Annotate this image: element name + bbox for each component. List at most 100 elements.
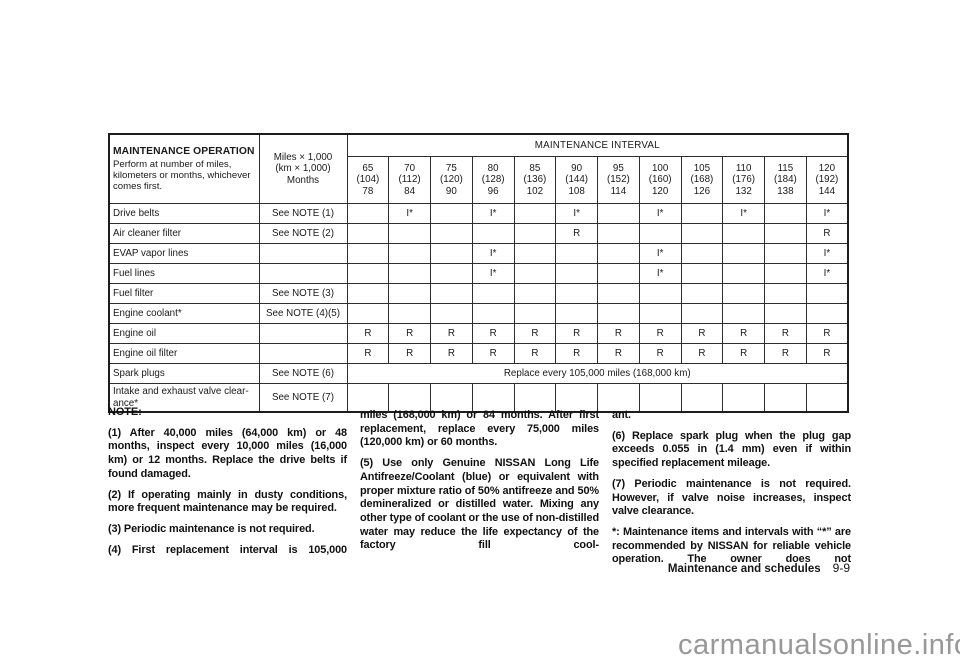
interval-cell	[555, 243, 598, 264]
interval-cell: R	[555, 343, 598, 364]
interval-cell	[346, 263, 390, 284]
note-paragraph: (1) After 40,000 miles (64,000 km) or 48…	[108, 426, 347, 480]
interval-cell: R	[764, 343, 807, 364]
units-line-km: (km × 1,000)	[275, 163, 331, 175]
interval-cell	[722, 223, 765, 244]
interval-cell: R	[430, 323, 473, 344]
see-note-cell: See NOTE (4)(5)	[258, 303, 348, 324]
interval-cell: R	[680, 323, 724, 344]
note-paragraph: (6) Replace spark plug when the plug gap…	[612, 429, 851, 470]
interval-cell: R	[471, 343, 515, 364]
see-note-cell: See NOTE (2)	[258, 223, 348, 244]
table-row: Engine oil R R R R R R R R R R R R	[108, 323, 849, 344]
interval-cell	[388, 383, 431, 413]
interval-column-header: 70 (112) 84	[388, 156, 431, 204]
interval-cell	[638, 303, 682, 324]
interval-cell: I*	[471, 243, 515, 264]
operation-cell: Fuel lines	[108, 263, 260, 284]
interval-cell: I*	[471, 263, 515, 284]
interval-cell	[471, 303, 515, 324]
interval-cell	[597, 303, 640, 324]
table-row: EVAP vapor lines I* I* I*	[108, 243, 849, 264]
interval-cell	[346, 243, 390, 264]
interval-cell: R	[597, 343, 640, 364]
interval-cell	[597, 283, 640, 304]
table-header-row-1: MAINTENANCE OPERATION Perform at number …	[108, 133, 849, 204]
operation-header-cell: MAINTENANCE OPERATION Perform at number …	[108, 133, 260, 204]
watermark: carmanualsonline.info	[678, 629, 960, 661]
see-note-cell	[258, 243, 348, 264]
interval-cell	[513, 203, 557, 224]
interval-cell: R	[597, 323, 640, 344]
units-line-miles: Miles × 1,000	[273, 151, 333, 163]
notes-column-2: miles (168,000 km) or 84 months. After f…	[360, 409, 599, 560]
note-paragraph: (2) If operating mainly in dusty conditi…	[108, 488, 347, 515]
interval-cell	[638, 223, 682, 244]
interval-cell	[680, 303, 724, 324]
table-row: Engine coolant* See NOTE (4)(5)	[108, 303, 849, 324]
interval-cell	[722, 383, 765, 413]
interval-cell	[555, 383, 598, 413]
page-footer: Maintenance and schedules 9-9	[668, 561, 850, 575]
operation-header-title: MAINTENANCE OPERATION	[113, 146, 255, 158]
maintenance-schedule-table: MAINTENANCE OPERATION Perform at number …	[108, 133, 849, 413]
interval-cell	[388, 303, 431, 324]
interval-cell: R	[722, 323, 765, 344]
interval-numbers-row: 65 (104) 78 70 (112) 84 75 (120) 90 80 (128) 96 85 (1…	[109, 156, 849, 204]
operation-cell: Fuel filter	[108, 283, 260, 304]
see-note-cell: See NOTE (6)	[258, 363, 348, 384]
interval-column-header: 110 (176) 132	[722, 156, 765, 204]
interval-cell	[513, 303, 557, 324]
interval-cell	[346, 383, 390, 413]
interval-span-cell: Replace every 105,000 miles (168,000 km)	[346, 363, 849, 384]
interval-cell	[764, 263, 807, 284]
operation-cell: Engine oil	[108, 323, 260, 344]
interval-column-header: 120 (192) 144	[805, 156, 849, 204]
table-row: Fuel filter See NOTE (3)	[108, 283, 849, 304]
table-row: Drive belts See NOTE (1) I* I* I* I* I* I*	[108, 203, 849, 224]
interval-cell: I*	[638, 203, 682, 224]
operation-cell: Spark plugs	[108, 363, 260, 384]
interval-cell: R	[764, 323, 807, 344]
units-line-months: Months	[286, 174, 320, 186]
interval-cell	[388, 223, 431, 244]
interval-cell	[805, 303, 849, 324]
units-header-cell: Miles × 1,000 (km × 1,000) Months	[258, 133, 348, 204]
interval-cell	[471, 283, 515, 304]
interval-cell	[638, 283, 682, 304]
interval-cell	[680, 203, 724, 224]
interval-cell: R	[346, 343, 390, 364]
operation-cell: EVAP vapor lines	[108, 243, 260, 264]
table-row: Air cleaner filter See NOTE (2) R R	[108, 223, 849, 244]
interval-cell	[597, 263, 640, 284]
interval-cell: R	[638, 343, 682, 364]
interval-column-header: 95 (152) 114	[597, 156, 640, 204]
note-paragraph: ant.	[612, 409, 631, 421]
interval-cell	[764, 283, 807, 304]
interval-cell	[430, 203, 473, 224]
interval-cell	[430, 383, 473, 413]
see-note-cell: See NOTE (1)	[258, 203, 348, 224]
operation-cell: Air cleaner filter	[108, 223, 260, 244]
interval-cell	[513, 243, 557, 264]
interval-cell	[430, 283, 473, 304]
note-paragraph: (3) Periodic maintenance is not required…	[108, 522, 315, 535]
table-row: Spark plugs See NOTE (6) Replace every 105…	[108, 363, 849, 384]
operation-cell: Engine oil filter	[108, 343, 260, 364]
interval-cell: I*	[638, 263, 682, 284]
interval-cell	[722, 303, 765, 324]
operation-cell: Engine coolant*	[108, 303, 260, 324]
interval-cell: R	[680, 343, 724, 364]
interval-cell	[597, 383, 640, 413]
interval-cell	[764, 243, 807, 264]
footer-section-title: Maintenance and schedules	[667, 563, 821, 575]
interval-cell	[346, 223, 390, 244]
notes-heading: NOTE:	[108, 406, 142, 418]
interval-cell: I*	[638, 243, 682, 264]
interval-cell	[430, 263, 473, 284]
interval-cell	[346, 203, 390, 224]
notes-column-3: ant. (6) Replace spark plug when the plug…	[612, 409, 851, 574]
table-row: Intake and exhaust valve clear-ance* See …	[108, 383, 849, 413]
interval-cell: R	[513, 323, 557, 344]
interval-cell	[513, 223, 557, 244]
